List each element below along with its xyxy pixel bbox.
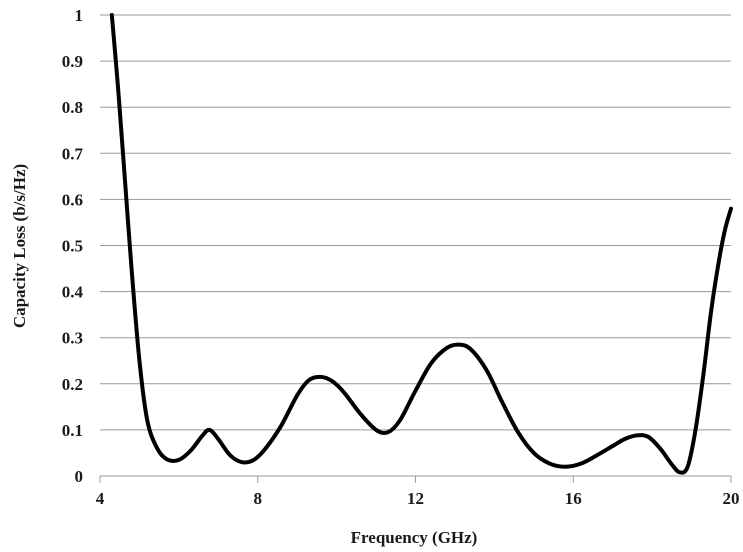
y-tick-label: 1 bbox=[75, 6, 84, 25]
y-axis-title: Capacity Loss (b/s/Hz) bbox=[10, 164, 29, 328]
y-tick-label: 0.5 bbox=[62, 237, 83, 256]
y-tick-label: 0.7 bbox=[62, 144, 84, 163]
x-tick-label: 20 bbox=[723, 489, 740, 508]
y-tick-label: 0.1 bbox=[62, 421, 83, 440]
y-tick-label: 0.9 bbox=[62, 52, 83, 71]
x-tick-labels: 4 8 12 16 20 bbox=[96, 489, 740, 508]
series bbox=[109, 13, 733, 475]
x-tick-label: 4 bbox=[96, 489, 105, 508]
x-axis-title: Frequency (GHz) bbox=[351, 528, 478, 547]
y-tick-label: 0.4 bbox=[62, 283, 84, 302]
y-tick-label: 0.3 bbox=[62, 329, 83, 348]
y-tick-label: 0.8 bbox=[62, 98, 83, 117]
y-tick-labels: 0 0.1 0.2 0.3 0.4 0.5 0.6 0.7 0.8 0.9 1 bbox=[62, 6, 84, 486]
y-tick-label: 0.2 bbox=[62, 375, 83, 394]
y-tick-label: 0 bbox=[75, 467, 84, 486]
series-line bbox=[109, 13, 733, 475]
x-tick-label: 12 bbox=[407, 489, 424, 508]
axes bbox=[99, 475, 732, 483]
y-tick-label: 0.6 bbox=[62, 190, 83, 209]
x-tick-label: 8 bbox=[254, 489, 263, 508]
gridlines bbox=[100, 14, 731, 431]
x-tick-label: 16 bbox=[565, 489, 582, 508]
